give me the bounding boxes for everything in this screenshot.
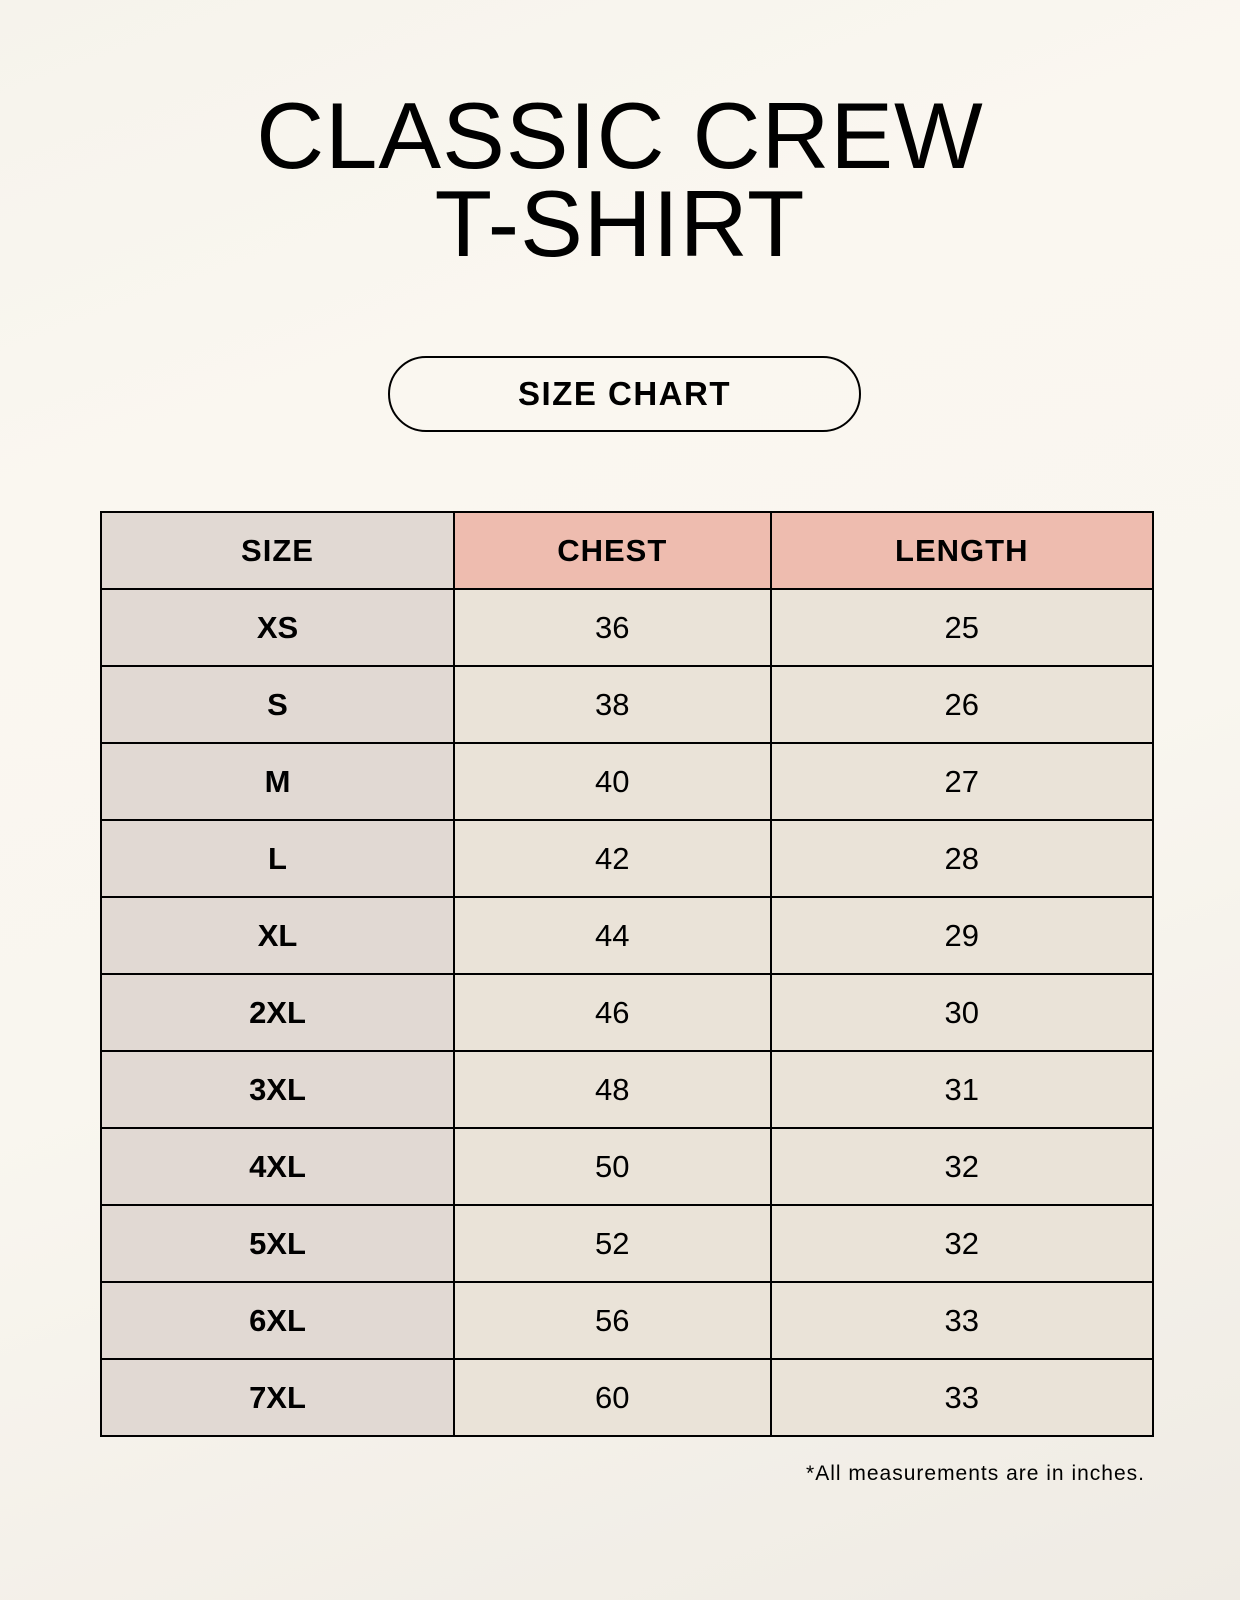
cell-size: 2XL [100,973,455,1052]
cell-chest: 60 [453,1358,772,1437]
cell-length: 26 [769,665,1155,744]
cell-size: 7XL [100,1358,455,1437]
cell-size: XS [100,588,455,667]
table-row: S 38 26 [100,665,1155,744]
cell-chest: 52 [453,1204,772,1283]
cell-chest: 46 [453,973,772,1052]
cell-length: 25 [769,588,1155,667]
header-length: LENGTH [769,511,1155,590]
size-table: SIZE CHEST LENGTH XS 36 25 S 38 26 M 40 27 L 42 28 X… [100,511,1155,1437]
cell-chest: 48 [453,1050,772,1129]
cell-length: 29 [769,896,1155,975]
cell-length: 28 [769,819,1155,898]
size-chart-label: SIZE CHART [388,356,861,432]
table-row: M 40 27 [100,742,1155,821]
page-title: CLASSIC CREW T-SHIRT [0,83,1240,276]
table-header-row: SIZE CHEST LENGTH [100,511,1155,590]
title-line-2: T-SHIRT [434,171,806,276]
cell-length: 32 [769,1127,1155,1206]
table-row: 6XL 56 33 [100,1281,1155,1360]
cell-size: 5XL [100,1204,455,1283]
cell-length: 33 [769,1281,1155,1360]
header-chest: CHEST [453,511,772,590]
cell-chest: 36 [453,588,772,667]
cell-size: 6XL [100,1281,455,1360]
cell-chest: 56 [453,1281,772,1360]
cell-length: 31 [769,1050,1155,1129]
table-row: XS 36 25 [100,588,1155,667]
cell-chest: 44 [453,896,772,975]
table-row: 4XL 50 32 [100,1127,1155,1206]
cell-chest: 38 [453,665,772,744]
cell-size: L [100,819,455,898]
cell-chest: 42 [453,819,772,898]
cell-size: S [100,665,455,744]
header-size: SIZE [100,511,455,590]
cell-length: 32 [769,1204,1155,1283]
cell-length: 27 [769,742,1155,821]
cell-length: 33 [769,1358,1155,1437]
cell-size: XL [100,896,455,975]
table-row: 7XL 60 33 [100,1358,1155,1437]
cell-size: 3XL [100,1050,455,1129]
table-row: 3XL 48 31 [100,1050,1155,1129]
cell-size: M [100,742,455,821]
cell-chest: 50 [453,1127,772,1206]
table-row: 5XL 52 32 [100,1204,1155,1283]
footnote: *All measurements are in inches. [806,1462,1145,1485]
table-row: L 42 28 [100,819,1155,898]
cell-size: 4XL [100,1127,455,1206]
cell-chest: 40 [453,742,772,821]
table-row: XL 44 29 [100,896,1155,975]
title-line-1: CLASSIC CREW [256,83,984,188]
cell-length: 30 [769,973,1155,1052]
table-row: 2XL 46 30 [100,973,1155,1052]
